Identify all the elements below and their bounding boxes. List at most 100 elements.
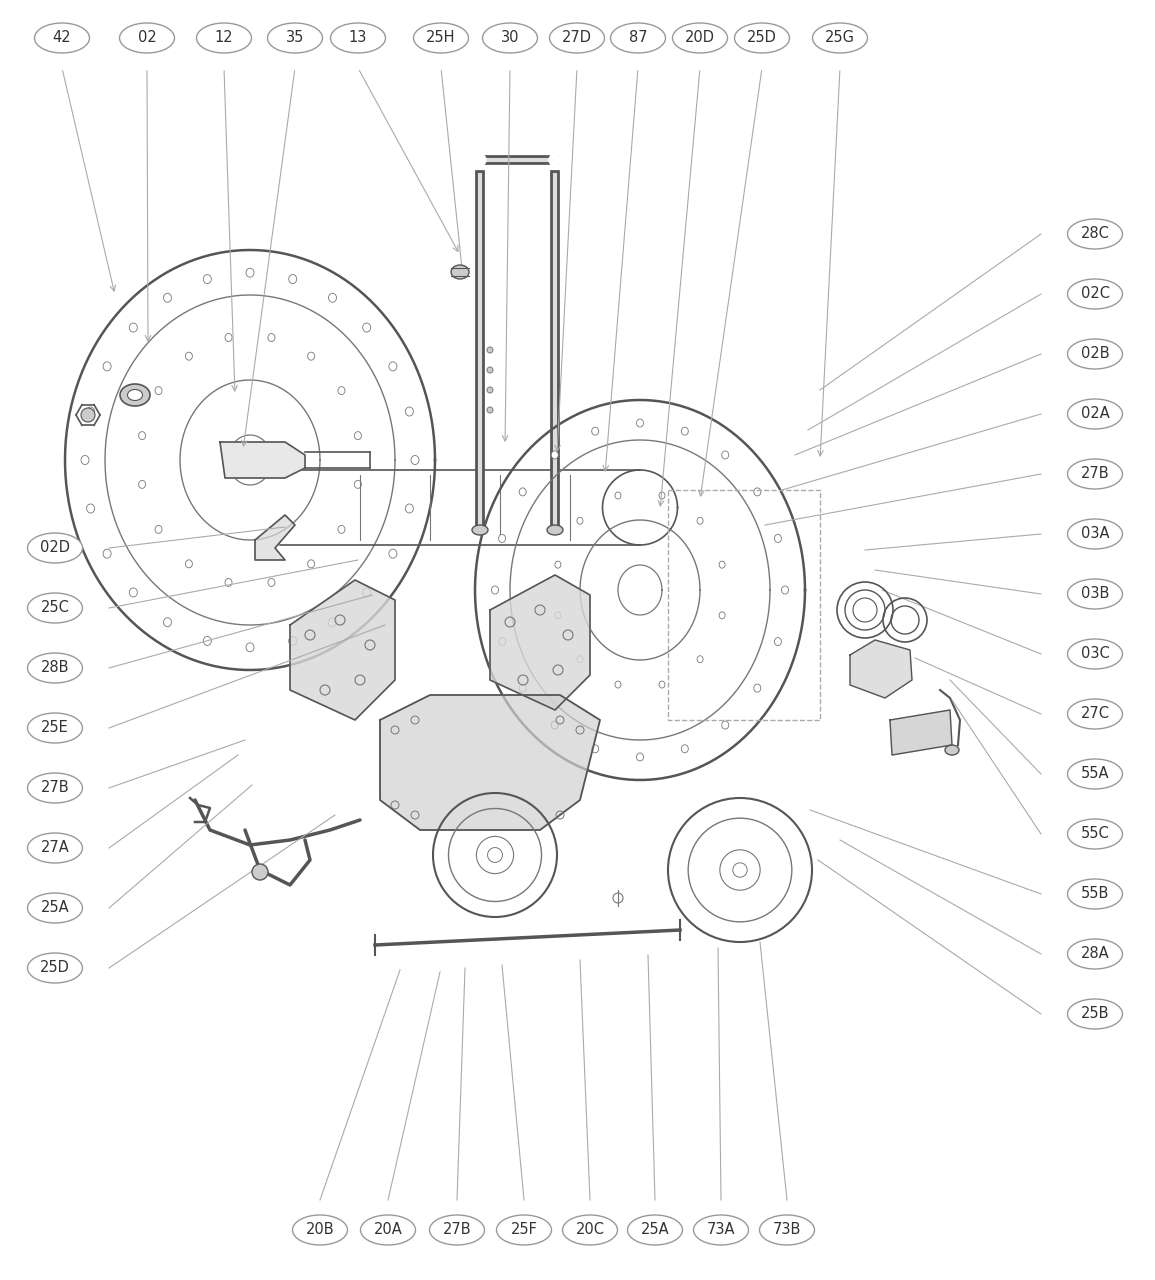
Ellipse shape [611, 23, 665, 52]
Ellipse shape [164, 293, 171, 302]
Text: 28C: 28C [1081, 227, 1110, 242]
Ellipse shape [698, 655, 703, 663]
Ellipse shape [28, 893, 82, 923]
Ellipse shape [28, 653, 82, 684]
Ellipse shape [360, 1215, 416, 1245]
Ellipse shape [1067, 518, 1123, 549]
Ellipse shape [119, 23, 174, 52]
Ellipse shape [693, 1215, 748, 1245]
Text: 02C: 02C [1080, 287, 1110, 302]
Ellipse shape [139, 431, 146, 439]
Ellipse shape [268, 23, 322, 52]
Ellipse shape [430, 1215, 484, 1245]
Text: 12: 12 [215, 31, 233, 46]
Circle shape [252, 864, 268, 881]
Ellipse shape [450, 265, 469, 279]
Text: 27B: 27B [40, 781, 69, 795]
Ellipse shape [547, 525, 562, 535]
Ellipse shape [722, 451, 729, 460]
Text: 55A: 55A [1081, 767, 1109, 782]
Ellipse shape [681, 745, 688, 753]
Ellipse shape [591, 745, 598, 753]
Ellipse shape [268, 334, 275, 342]
Ellipse shape [614, 492, 621, 499]
Text: 25B: 25B [1081, 1006, 1109, 1021]
Ellipse shape [81, 456, 89, 465]
Ellipse shape [155, 525, 162, 534]
Ellipse shape [754, 684, 761, 692]
Ellipse shape [28, 773, 82, 803]
Circle shape [487, 407, 493, 413]
Ellipse shape [330, 23, 386, 52]
Ellipse shape [87, 407, 95, 416]
Ellipse shape [636, 753, 643, 762]
Circle shape [81, 408, 95, 422]
Text: 13: 13 [349, 31, 367, 46]
Text: 25D: 25D [40, 960, 70, 975]
Ellipse shape [328, 293, 336, 302]
Ellipse shape [672, 23, 728, 52]
Text: 20D: 20D [685, 31, 715, 46]
Ellipse shape [225, 579, 232, 586]
Polygon shape [219, 442, 305, 477]
Ellipse shape [127, 389, 142, 401]
Text: 02B: 02B [1081, 347, 1109, 361]
Ellipse shape [1067, 339, 1123, 369]
Ellipse shape [225, 334, 232, 342]
Ellipse shape [1067, 699, 1123, 730]
Text: 42: 42 [53, 31, 72, 46]
Ellipse shape [554, 561, 561, 568]
Ellipse shape [1067, 879, 1123, 909]
Ellipse shape [812, 23, 867, 52]
Polygon shape [490, 575, 590, 710]
Text: 73A: 73A [707, 1222, 736, 1238]
Ellipse shape [363, 323, 371, 332]
Text: 25C: 25C [40, 600, 69, 616]
Text: 20C: 20C [575, 1222, 604, 1238]
Text: 02D: 02D [40, 540, 70, 556]
Circle shape [487, 347, 493, 353]
Ellipse shape [411, 456, 419, 465]
Ellipse shape [782, 586, 789, 594]
Text: 73B: 73B [773, 1222, 802, 1238]
Text: 02: 02 [137, 31, 156, 46]
Ellipse shape [35, 23, 89, 52]
Ellipse shape [614, 681, 621, 689]
Ellipse shape [155, 387, 162, 394]
Ellipse shape [28, 954, 82, 983]
Text: 25A: 25A [40, 901, 69, 915]
Ellipse shape [103, 549, 111, 558]
Ellipse shape [660, 492, 665, 499]
Ellipse shape [268, 579, 275, 586]
Ellipse shape [389, 549, 397, 558]
Ellipse shape [660, 681, 665, 689]
Circle shape [549, 154, 561, 166]
Ellipse shape [405, 407, 413, 416]
Text: 25F: 25F [511, 1222, 537, 1238]
Polygon shape [255, 515, 295, 561]
Text: 03B: 03B [1081, 586, 1109, 602]
Text: 55C: 55C [1081, 827, 1109, 841]
Text: 20A: 20A [373, 1222, 402, 1238]
Ellipse shape [492, 586, 499, 594]
Ellipse shape [196, 23, 252, 52]
Text: 28B: 28B [40, 660, 69, 676]
Ellipse shape [139, 480, 146, 489]
Text: 25D: 25D [747, 31, 777, 46]
Text: 27D: 27D [562, 31, 593, 46]
Text: 27B: 27B [442, 1222, 471, 1238]
Ellipse shape [681, 428, 688, 435]
Ellipse shape [627, 1215, 683, 1245]
Text: 30: 30 [501, 31, 520, 46]
Ellipse shape [28, 532, 82, 563]
Text: 27C: 27C [1080, 707, 1110, 722]
Circle shape [487, 387, 493, 393]
Ellipse shape [87, 504, 95, 513]
Text: 25G: 25G [825, 31, 855, 46]
Ellipse shape [120, 384, 150, 406]
Ellipse shape [722, 721, 729, 730]
Text: 25A: 25A [641, 1222, 669, 1238]
Circle shape [613, 893, 623, 902]
Ellipse shape [499, 637, 506, 645]
Text: 27A: 27A [40, 841, 69, 855]
